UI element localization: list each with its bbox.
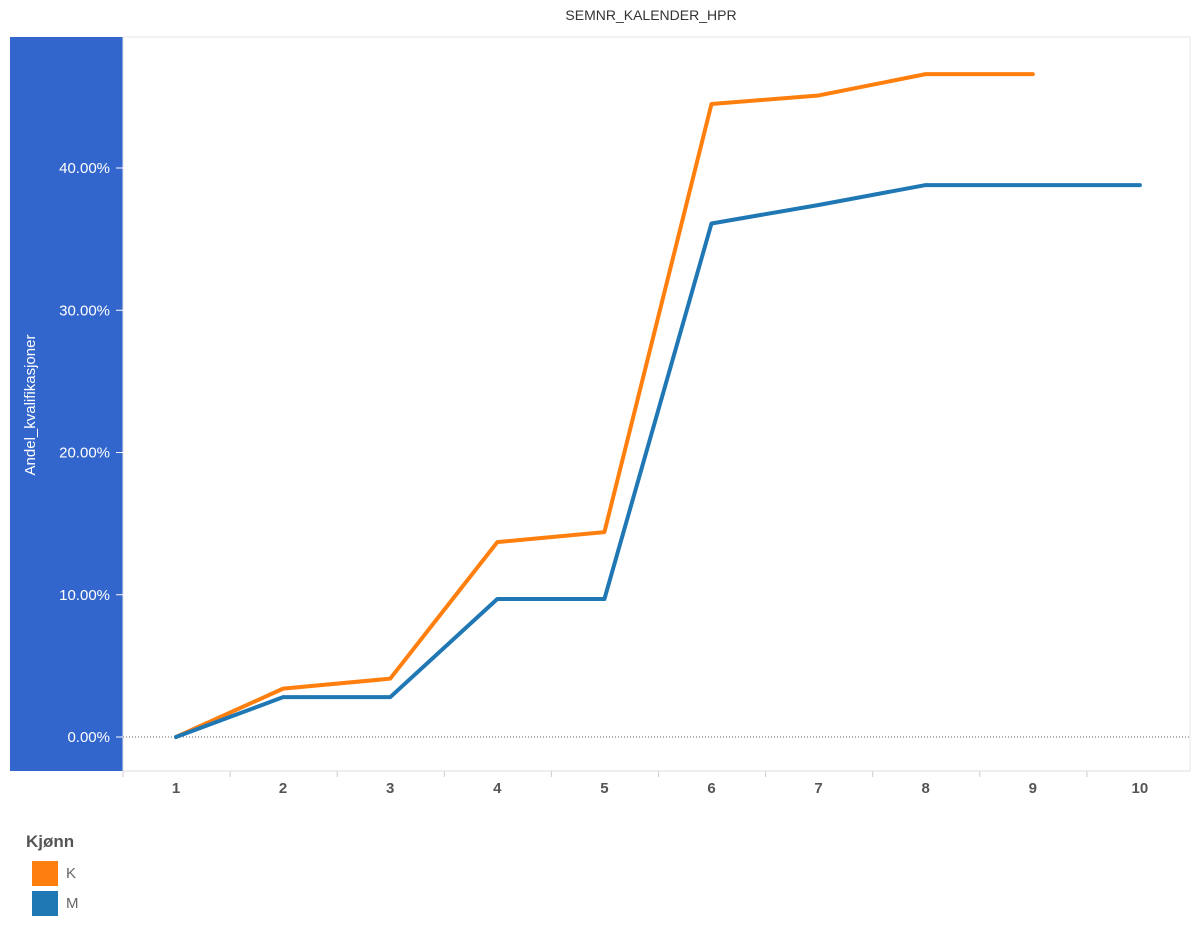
y-tick-label: 20.00% [59, 445, 110, 462]
legend-label-m: M [66, 894, 79, 912]
x-tick-label: 8 [922, 780, 930, 797]
x-tick-label: 6 [707, 780, 715, 797]
y-tick-label: 30.00% [59, 302, 110, 319]
y-axis-ticks: 0.00% 10.00% 20.00% 30.00% 40.00% [59, 160, 123, 746]
y-tick-label: 10.00% [59, 587, 110, 604]
series-line-k [174, 72, 1035, 739]
x-axis-ticks: 1 2 3 4 5 6 7 8 9 10 [122, 771, 1149, 797]
plot-area [122, 36, 1191, 772]
legend: Kjønn K M [26, 832, 79, 920]
y-tick-label: 40.00% [59, 160, 110, 177]
legend-swatch-m [32, 890, 58, 916]
x-tick-label: 2 [279, 780, 287, 797]
series-lines [174, 72, 1142, 739]
x-tick-label: 3 [386, 780, 394, 797]
x-tick-label: 7 [814, 780, 822, 797]
series-line-m [174, 183, 1142, 739]
y-tick-label: 0.00% [67, 729, 110, 746]
legend-item-k[interactable]: K [32, 860, 79, 886]
legend-item-m[interactable]: M [32, 890, 79, 916]
x-tick-label: 9 [1029, 780, 1037, 797]
legend-title: Kjønn [26, 832, 75, 851]
legend-label-k: K [66, 864, 77, 882]
y-axis-label: Andel_kvalifikasjoner [22, 335, 39, 476]
y-axis-panel [10, 37, 123, 771]
x-tick-label: 10 [1132, 780, 1149, 797]
x-tick-label: 4 [493, 780, 502, 797]
legend-swatch-k [32, 860, 58, 886]
chart-title: SEMNR_KALENDER_HPR [565, 7, 736, 23]
line-chart: SEMNR_KALENDER_HPR Andel_kvalifikasjoner… [10, 7, 1191, 797]
x-tick-label: 1 [172, 780, 180, 797]
x-tick-label: 5 [600, 780, 608, 797]
